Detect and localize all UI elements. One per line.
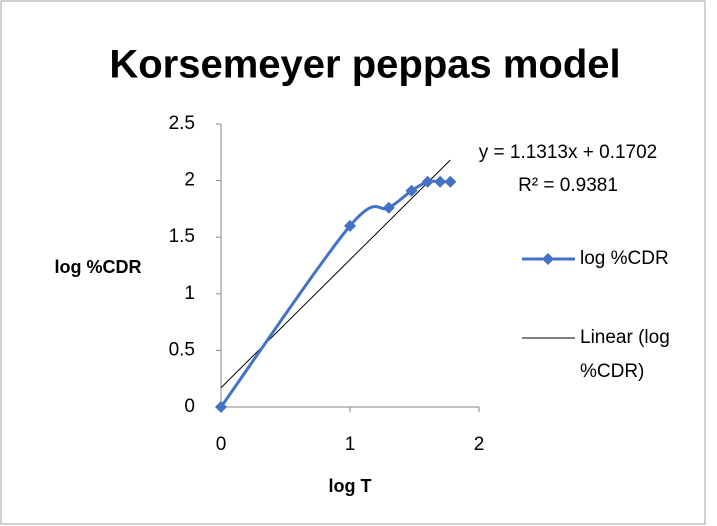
trendline-equation: y = 1.1313x + 0.1702: [479, 142, 658, 163]
point: [405, 184, 418, 197]
legend-label: Linear (log %CDR): [580, 327, 670, 382]
x-tick-label: 0: [216, 434, 227, 455]
y-tick-label: 2: [184, 170, 195, 191]
y-tick-label: 1: [184, 283, 195, 304]
point: [421, 175, 434, 188]
x-tick-label: 1: [345, 434, 356, 455]
point: [215, 401, 227, 413]
legend-marker: [542, 253, 554, 265]
point: [382, 201, 395, 214]
point: [444, 175, 457, 188]
legend-label: log %CDR: [580, 248, 669, 269]
x-tick-label: 2: [474, 434, 485, 455]
y-axis-label: log %CDR: [55, 257, 142, 277]
x-axis-label: log T: [329, 476, 372, 496]
y-tick-label: 2.5: [169, 113, 195, 134]
y-tick-label: 0.5: [169, 339, 195, 360]
chart-title: Korsemeyer peppas model: [109, 43, 620, 87]
y-tick-label: 0: [184, 396, 195, 417]
trendline-r2: R² = 0.9381: [518, 175, 618, 196]
point: [434, 175, 447, 188]
point: [344, 219, 356, 232]
y-tick-label: 1.5: [169, 226, 195, 247]
